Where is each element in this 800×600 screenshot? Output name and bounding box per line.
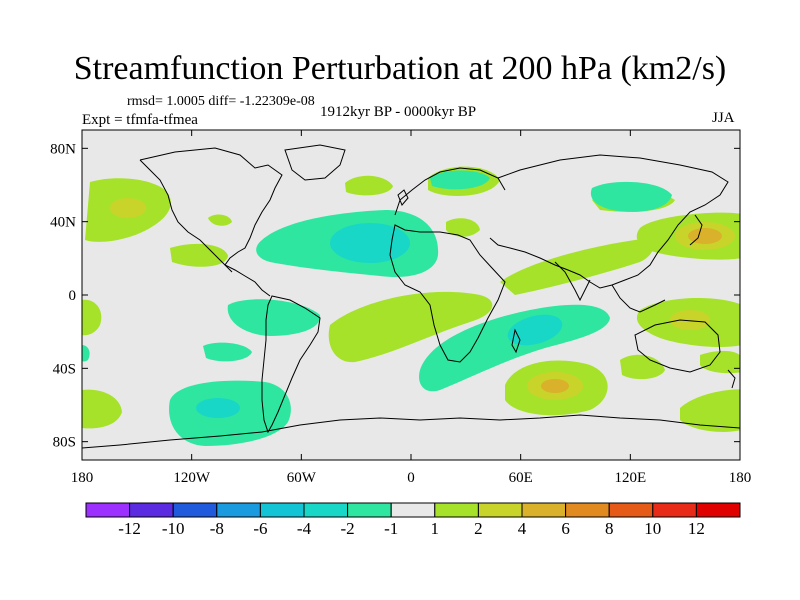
colorbar-label: -1 (384, 519, 398, 538)
coast-south-america (261, 295, 321, 434)
anomaly-south-atlantic-peak (541, 379, 569, 393)
colorbar-swatch (85, 502, 131, 518)
anomaly-mediterranean (446, 218, 480, 237)
anomaly-atlantic (345, 175, 393, 196)
colorbar-label: 4 (518, 519, 527, 538)
colorbar-label: -6 (253, 519, 267, 538)
anomaly-antarctic-east (680, 389, 740, 432)
colorbar-label: 10 (644, 519, 661, 538)
colorbar: -12 -10 -8 -6 -4 -2 -1 1 2 4 6 8 10 12 (85, 502, 741, 538)
coast-north-america-west (139, 159, 233, 273)
colorbar-swatch (347, 502, 392, 518)
anomaly-west-pacific-edge (82, 299, 102, 336)
coast-greenland (284, 144, 346, 181)
anomaly-pacific-small (170, 243, 228, 267)
colorbar-swatch (695, 502, 741, 518)
colorbar-label: 12 (688, 519, 705, 538)
colorbar-label: -10 (162, 519, 185, 538)
colorbar-swatch (303, 502, 349, 518)
anomaly-north-america-neg (590, 181, 672, 212)
colorbar-label: 1 (431, 519, 440, 538)
colorbar-label: -12 (118, 519, 141, 538)
x-tick-label: 0 (407, 470, 415, 486)
coast-africa (389, 224, 506, 363)
coast-australia (634, 319, 721, 373)
colorbar-swatch (477, 502, 523, 518)
season-text: JJA (712, 110, 735, 126)
coast-uk (397, 189, 409, 206)
y-tick-label: 40N (50, 215, 76, 231)
coastlines (82, 144, 740, 449)
colorbar-swatch (129, 502, 174, 518)
x-tick-label: 180 (71, 470, 94, 486)
y-tick-label: 80S (53, 435, 76, 451)
coast-north-america (139, 147, 283, 297)
colorbar-swatch (259, 502, 305, 518)
experiment-text: Expt = tfmfa-tfmea (82, 112, 198, 128)
anomaly-south-asia (500, 239, 653, 295)
colorbar-label: -2 (341, 519, 355, 538)
anomaly-southwest-pacific-core (670, 310, 710, 330)
contour-fields (82, 166, 740, 446)
x-tick-label: 60W (287, 470, 317, 486)
x-tick-label: 180 (729, 470, 752, 486)
anomaly-south-pacific-east (700, 350, 740, 374)
colorbar-label: 8 (605, 519, 614, 538)
colorbar-swatch (608, 502, 654, 518)
x-axis: 180 120W 60W 0 60E 120E 180 (71, 130, 752, 486)
coast-europe (394, 167, 506, 216)
anomaly-west-pacific-neg (82, 345, 90, 362)
anomaly-indian-ocean (419, 304, 610, 392)
anomaly-antarctic-west (82, 389, 122, 429)
coast-madagascar (511, 328, 521, 354)
anomaly-north-pacific-core (110, 198, 146, 218)
anomaly-east-pacific (227, 299, 321, 336)
coast-japan (689, 214, 703, 246)
colorbar-label: 6 (561, 519, 570, 538)
colorbar-swatch (521, 502, 567, 518)
anomaly-south-pacific-core (196, 398, 240, 418)
y-tick-label: 80N (50, 141, 76, 157)
colorbar-label: -8 (210, 519, 224, 538)
anomaly-north-america (208, 214, 232, 226)
plot-title: Streamfunction Perturbation at 200 hPa (… (73, 50, 727, 87)
anomaly-scandinavia-neg (430, 170, 490, 190)
coast-india (554, 261, 591, 302)
colorbar-label: 2 (474, 519, 483, 538)
anomaly-australia-south (620, 354, 665, 380)
y-tick-label: 0 (69, 288, 77, 304)
colorbar-swatch (565, 502, 610, 518)
y-tick-label: 40S (53, 361, 76, 377)
anomaly-tropical-band (328, 291, 493, 363)
coast-antarctica (82, 414, 740, 449)
colorbar-swatch (652, 502, 697, 518)
colorbar-swatch (216, 502, 261, 518)
anomaly-tropical-pacific (203, 342, 252, 362)
coast-southeast-asia (611, 284, 666, 313)
colorbar-swatch (172, 502, 218, 518)
colorbar-label: -4 (297, 519, 312, 538)
x-tick-label: 60E (509, 470, 533, 486)
colorbar-swatch (434, 502, 479, 518)
x-tick-label: 120W (173, 470, 211, 486)
coast-new-zealand (727, 369, 736, 389)
period-text: 1912kyr BP - 0000kyr BP (320, 104, 477, 120)
anomaly-northwest-pacific-peak (688, 228, 722, 244)
coast-asia (489, 154, 729, 289)
colorbar-swatch (390, 502, 436, 518)
anomaly-north-atlantic-core (330, 223, 410, 263)
anomaly-indian-ocean-core (507, 314, 563, 346)
stats-text: rmsd= 1.0005 diff= -1.22309e-08 (127, 94, 315, 109)
y-axis: 80N 40N 0 40S 80S (50, 141, 740, 451)
x-tick-label: 120E (614, 470, 646, 486)
